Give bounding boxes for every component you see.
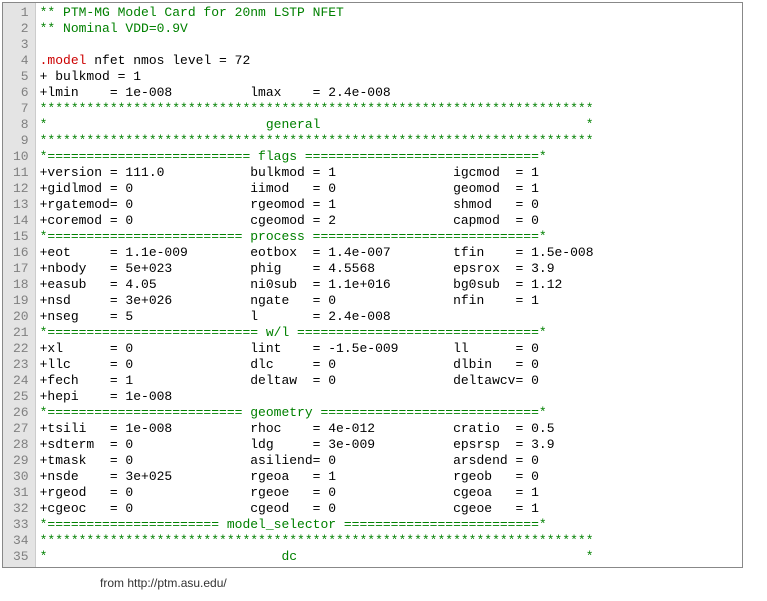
code-line: ****************************************… [40, 533, 738, 549]
line-number-gutter: 1 2 3 4 5 6 7 8 9 10 11 12 13 14 15 16 1… [3, 3, 36, 567]
code-line: +fech = 1 deltaw = 0 deltawcv= 0 [40, 373, 738, 389]
code-line: * dc * [40, 549, 738, 565]
code-token: ** Nominal VDD=0.9V [40, 21, 188, 36]
code-line: +nsde = 3e+025 rgeoa = 1 rgeob = 0 [40, 469, 738, 485]
code-token: *====================== model_selector =… [40, 517, 547, 532]
code-line: ** Nominal VDD=0.9V [40, 21, 738, 37]
code-line: *========================== flags ======… [40, 149, 738, 165]
code-line: +sdterm = 0 ldg = 3e-009 epsrsp = 3.9 [40, 437, 738, 453]
code-token: .model [40, 53, 87, 68]
code-line: ****************************************… [40, 101, 738, 117]
code-token: +rgatemod= 0 rgeomod = 1 shmod = 0 [40, 197, 539, 212]
code-line: *====================== model_selector =… [40, 517, 738, 533]
code-token: +xl = 0 lint = -1.5e-009 ll = 0 [40, 341, 539, 356]
code-line: ** PTM-MG Model Card for 20nm LSTP NFET [40, 5, 738, 21]
code-line: * general * [40, 117, 738, 133]
code-line: +tmask = 0 asiliend= 0 arsdend = 0 [40, 453, 738, 469]
code-area[interactable]: ** PTM-MG Model Card for 20nm LSTP NFET*… [36, 3, 742, 567]
code-token: *========================== flags ======… [40, 149, 547, 164]
code-token: ** PTM-MG Model Card for 20nm LSTP NFET [40, 5, 344, 20]
code-line: +coremod = 0 cgeomod = 2 capmod = 0 [40, 213, 738, 229]
code-token: *========================= process =====… [40, 229, 547, 244]
code-token: +eot = 1.1e-009 eotbox = 1.4e-007 tfin =… [40, 245, 594, 260]
code-line: +xl = 0 lint = -1.5e-009 ll = 0 [40, 341, 738, 357]
code-token: +cgeoc = 0 cgeod = 0 cgeoe = 1 [40, 501, 539, 516]
code-token: + bulkmod = 1 [40, 69, 141, 84]
code-line: +lmin = 1e-008 lmax = 2.4e-008 [40, 85, 738, 101]
code-token: +nbody = 5e+023 phig = 4.5568 epsrox = 3… [40, 261, 555, 276]
code-token: +version = 111.0 bulkmod = 1 igcmod = 1 [40, 165, 539, 180]
code-line: +rgeod = 0 rgeoe = 0 cgeoa = 1 [40, 485, 738, 501]
code-token: +nseg = 5 l = 2.4e-008 [40, 309, 391, 324]
code-token: +nsde = 3e+025 rgeoa = 1 rgeob = 0 [40, 469, 539, 484]
code-token: +tmask = 0 asiliend= 0 arsdend = 0 [40, 453, 539, 468]
code-token: +tsili = 1e-008 rhoc = 4e-012 cratio = 0… [40, 421, 555, 436]
code-token: +rgeod = 0 rgeoe = 0 cgeoa = 1 [40, 485, 539, 500]
code-line: +nbody = 5e+023 phig = 4.5568 epsrox = 3… [40, 261, 738, 277]
code-line: +cgeoc = 0 cgeod = 0 cgeoe = 1 [40, 501, 738, 517]
code-line: +version = 111.0 bulkmod = 1 igcmod = 1 [40, 165, 738, 181]
code-token: +sdterm = 0 ldg = 3e-009 epsrsp = 3.9 [40, 437, 555, 452]
code-token: +hepi = 1e-008 [40, 389, 173, 404]
code-token: ****************************************… [40, 101, 594, 116]
code-line: *========================= geometry ====… [40, 405, 738, 421]
code-line: +easub = 4.05 ni0sub = 1.1e+016 bg0sub =… [40, 277, 738, 293]
code-token: *=========================== w/l =======… [40, 325, 547, 340]
code-token: nfet nmos level = 72 [86, 53, 250, 68]
code-token: * dc * [40, 549, 594, 564]
code-line: .model nfet nmos level = 72 [40, 53, 738, 69]
code-line: *=========================== w/l =======… [40, 325, 738, 341]
code-token: +llc = 0 dlc = 0 dlbin = 0 [40, 357, 539, 372]
code-line: ****************************************… [40, 133, 738, 149]
code-line [40, 37, 738, 53]
code-token: ****************************************… [40, 533, 594, 548]
code-line: +nseg = 5 l = 2.4e-008 [40, 309, 738, 325]
code-token: ****************************************… [40, 133, 594, 148]
code-line: +tsili = 1e-008 rhoc = 4e-012 cratio = 0… [40, 421, 738, 437]
code-line: +eot = 1.1e-009 eotbox = 1.4e-007 tfin =… [40, 245, 738, 261]
code-line: +rgatemod= 0 rgeomod = 1 shmod = 0 [40, 197, 738, 213]
code-token: +easub = 4.05 ni0sub = 1.1e+016 bg0sub =… [40, 277, 563, 292]
source-caption: from http://ptm.asu.edu/ [0, 570, 767, 590]
code-token: +lmin = 1e-008 lmax = 2.4e-008 [40, 85, 391, 100]
code-line: +gidlmod = 0 iimod = 0 geomod = 1 [40, 181, 738, 197]
code-line: *========================= process =====… [40, 229, 738, 245]
code-line: + bulkmod = 1 [40, 69, 738, 85]
code-token: * general * [40, 117, 594, 132]
code-token: +fech = 1 deltaw = 0 deltawcv= 0 [40, 373, 539, 388]
code-token: +coremod = 0 cgeomod = 2 capmod = 0 [40, 213, 539, 228]
code-line: +nsd = 3e+026 ngate = 0 nfin = 1 [40, 293, 738, 309]
code-token: *========================= geometry ====… [40, 405, 547, 420]
code-line: +llc = 0 dlc = 0 dlbin = 0 [40, 357, 738, 373]
code-token: +nsd = 3e+026 ngate = 0 nfin = 1 [40, 293, 539, 308]
code-token: +gidlmod = 0 iimod = 0 geomod = 1 [40, 181, 539, 196]
code-editor: 1 2 3 4 5 6 7 8 9 10 11 12 13 14 15 16 1… [2, 2, 743, 568]
code-line: +hepi = 1e-008 [40, 389, 738, 405]
